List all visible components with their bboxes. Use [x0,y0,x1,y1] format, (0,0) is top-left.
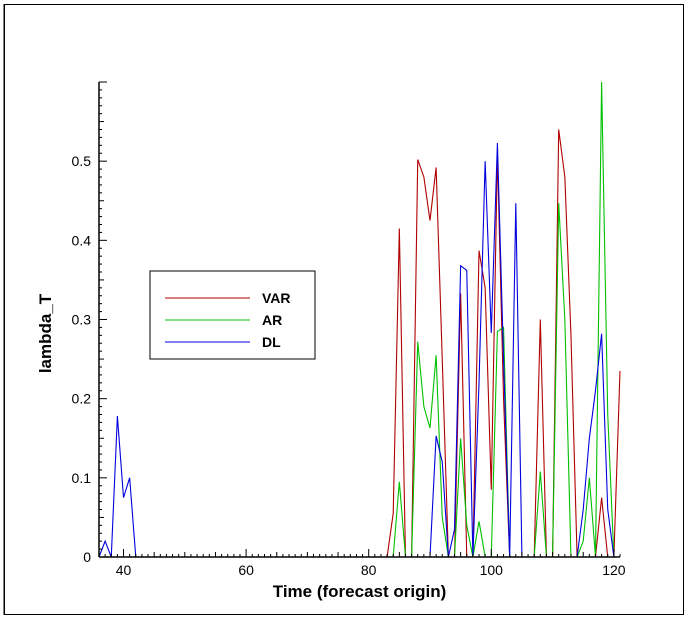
y-tick-label: 0.1 [72,470,92,486]
legend-label-ar: AR [262,312,282,328]
x-tick-label: 80 [361,562,377,578]
chart-frame [4,4,684,615]
x-tick-label: 40 [116,562,132,578]
x-ticks: 40 60 80 100 120 [98,549,626,578]
y-tick-label: 0.2 [72,391,92,407]
x-tick-label: 60 [238,562,254,578]
x-tick-label: 100 [480,562,504,578]
series-line-ar [392,81,615,558]
x-tick-label: 120 [602,562,626,578]
legend-label-var: VAR [262,290,291,306]
legend-label-dl: DL [262,334,281,350]
y-tick-label: 0.3 [72,312,92,328]
legend-box [149,270,316,360]
y-ticks: 0 0.1 0.2 0.3 0.4 0.5 [72,81,107,565]
y-tick-label: 0.5 [72,153,92,169]
legend: VAR AR DL [149,270,316,360]
axes: 40 60 80 100 120 0 0.1 0.2 0.3 0.4 0.5 [72,81,626,578]
y-axis-title: lambda_T [36,293,55,373]
y-tick-label: 0 [83,549,91,565]
series-line-dl [98,142,615,558]
x-axis-title: Time (forecast origin) [273,582,447,601]
y-tick-label: 0.4 [72,232,92,248]
